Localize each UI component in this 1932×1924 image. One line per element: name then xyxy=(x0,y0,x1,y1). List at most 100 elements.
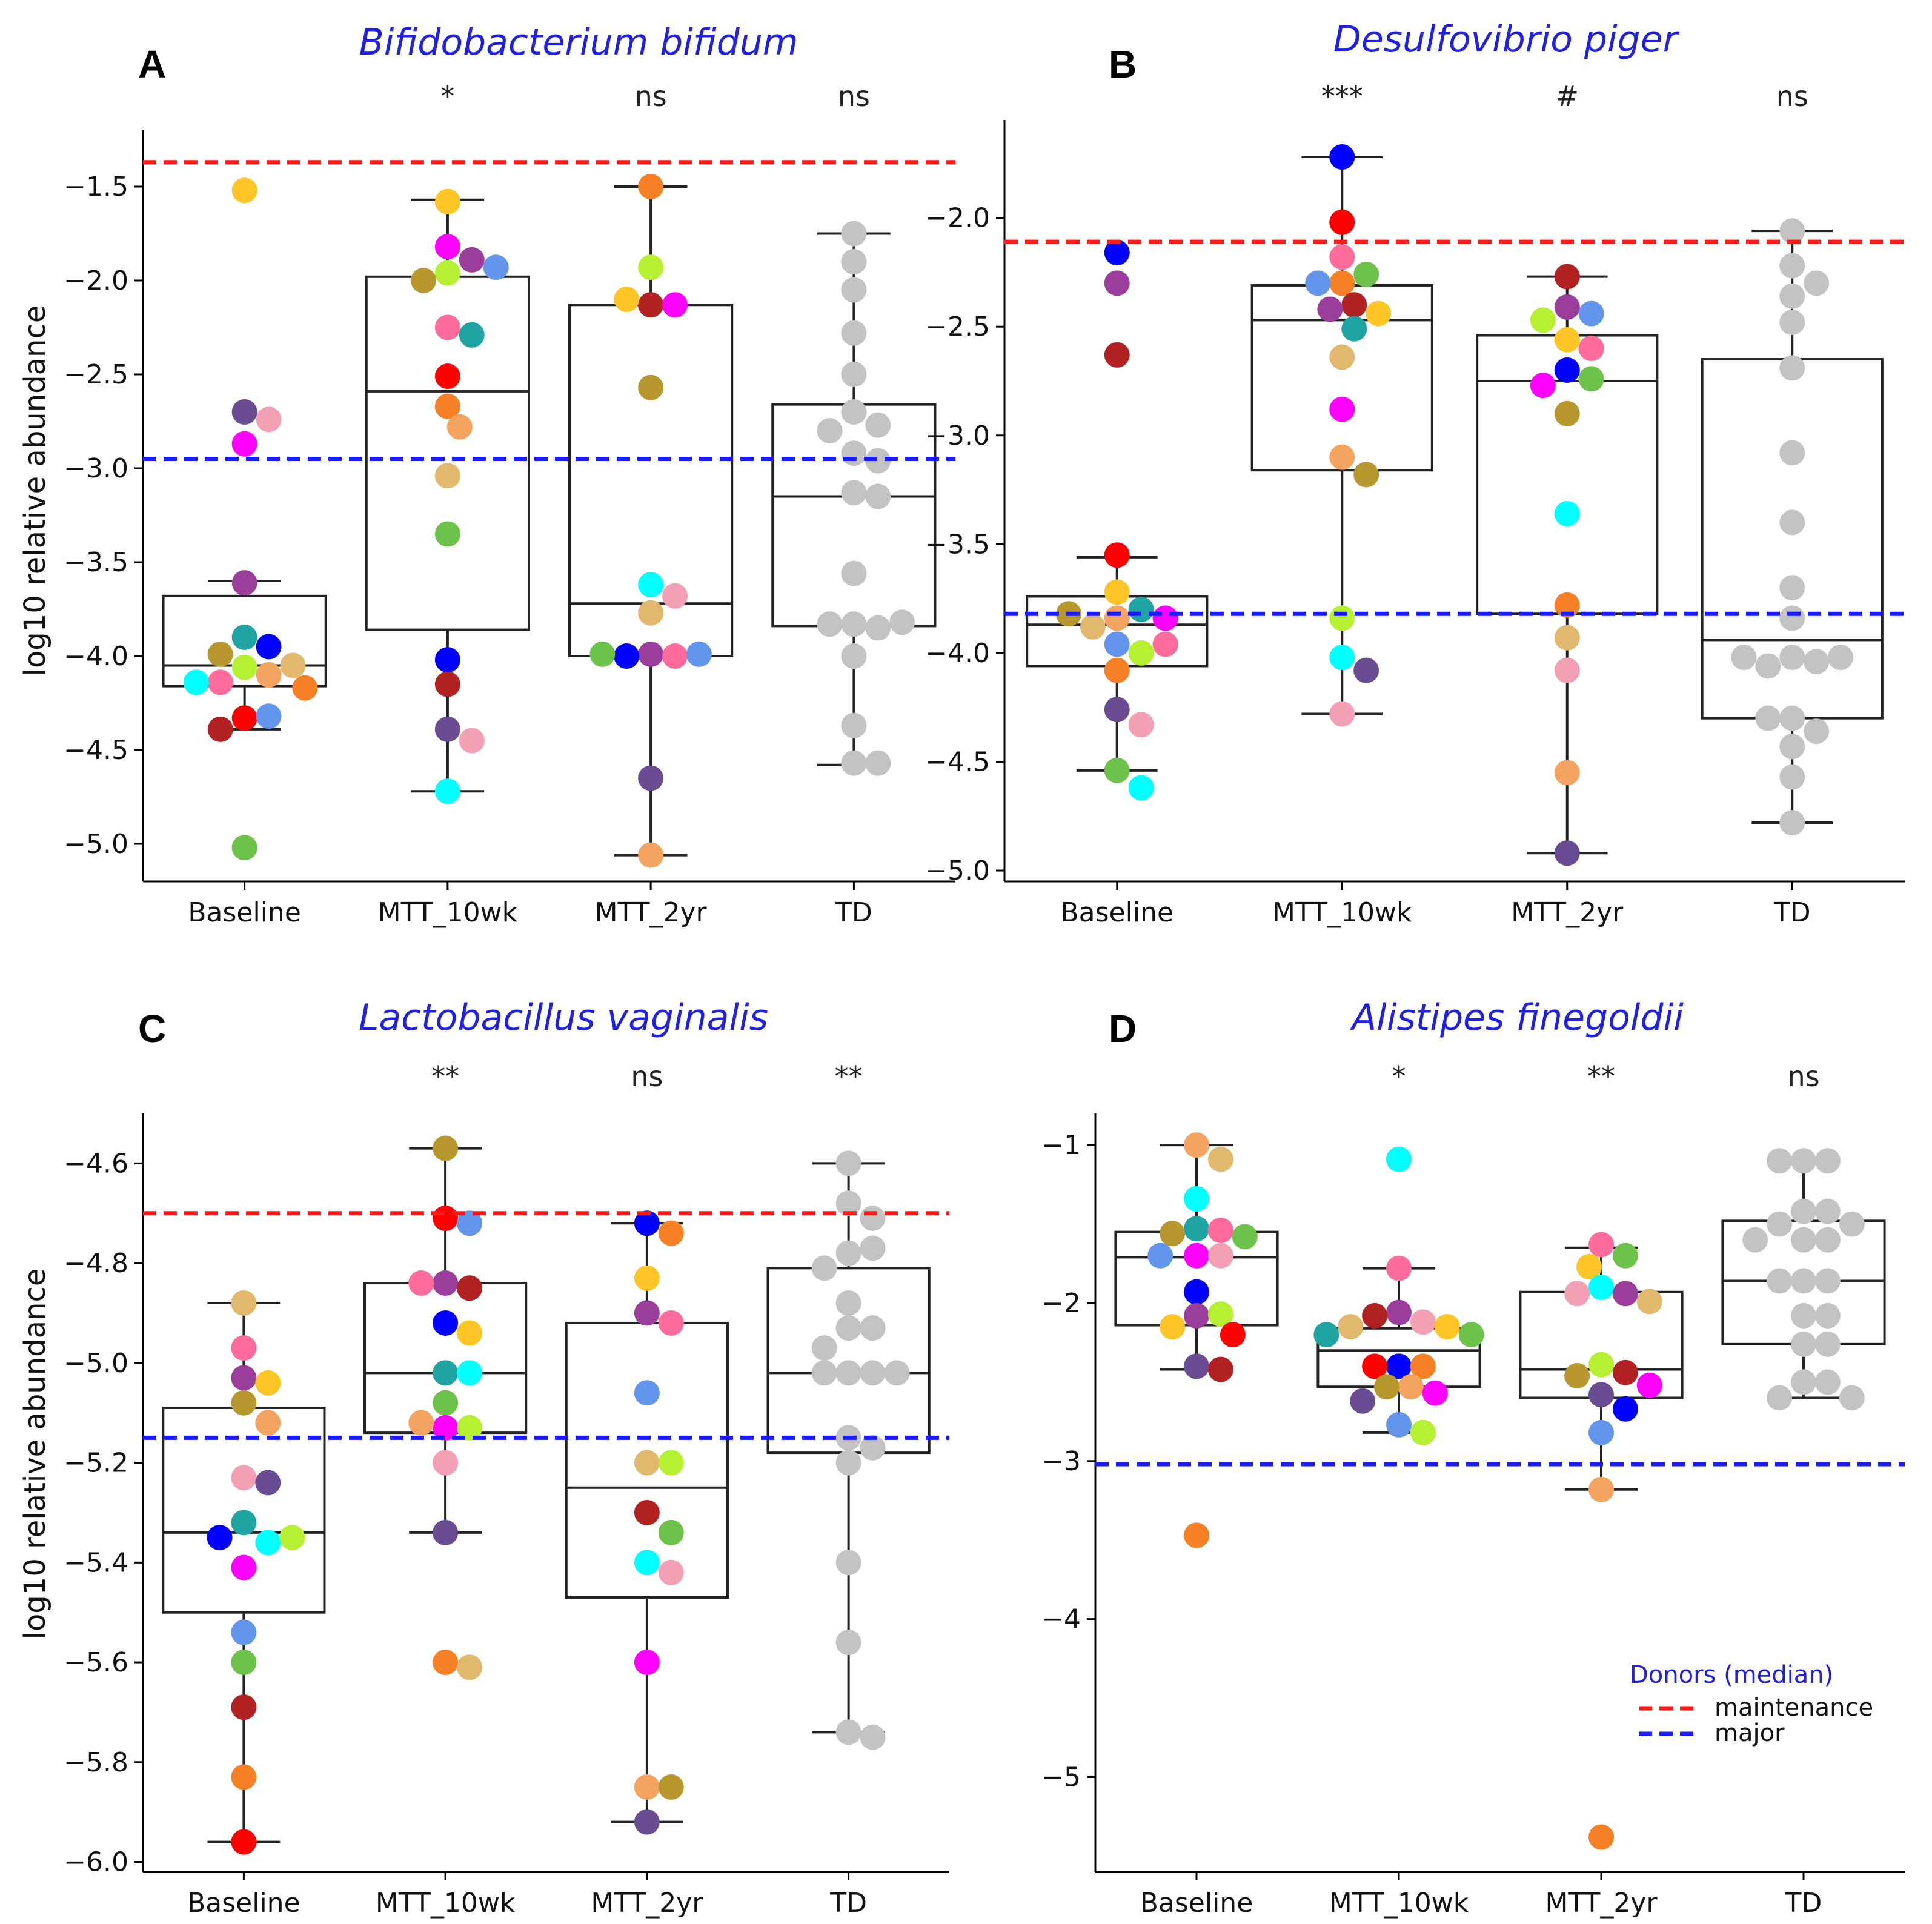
panel-b-data-point-mtt-10wk xyxy=(1329,444,1355,470)
panel-b-data-point-td xyxy=(1779,645,1805,671)
panel-c: C Lactobacillus vaginalis log10 relative… xyxy=(18,997,949,1919)
panel-a-data-point-td xyxy=(841,440,867,466)
panel-a-data-point-mtt-2yr xyxy=(614,287,640,312)
panel-d-data-point-baseline xyxy=(1147,1242,1173,1269)
panel-a-data-point-mtt-2yr xyxy=(638,842,664,868)
panel-c-data-point-td xyxy=(860,1435,886,1461)
panel-d-data-point-baseline xyxy=(1207,1301,1233,1327)
panel-a-x-tick-label-mtt-10wk: MTT_10wk xyxy=(378,897,518,928)
panel-c-data-point-td xyxy=(835,1360,861,1386)
panel-c-data-point-td xyxy=(860,1235,886,1261)
panel-b-data-point-mtt-10wk xyxy=(1353,261,1379,287)
panel-b-x-tick-label-baseline: Baseline xyxy=(1060,897,1173,928)
panel-a-x-tick-label-baseline: Baseline xyxy=(188,897,301,928)
panel-d-data-point-mtt-2yr xyxy=(1564,1362,1590,1388)
panel-a-data-point-baseline xyxy=(256,662,282,688)
panel-b-data-point-baseline xyxy=(1104,757,1130,783)
panel-b: B Desulfovibrio piger −2.0 −2.5 −3.0 −3.5 −4… xyxy=(925,18,1905,928)
panel-d-data-point-baseline xyxy=(1207,1146,1233,1172)
panel-a-data-point-mtt-10wk xyxy=(434,716,460,742)
panel-a: A Bifidobacterium bifidum log10 relative… xyxy=(18,21,955,928)
panel-a-data-point-mtt-10wk xyxy=(434,463,460,489)
panel-b-data-point-td xyxy=(1779,310,1805,336)
panel-c-data-point-mtt-10wk xyxy=(433,1415,459,1441)
panel-a-data-point-mtt-2yr xyxy=(614,643,640,669)
panel-c-significance-mtt-10wk: ** xyxy=(431,1060,459,1093)
panel-a-data-point-mtt-10wk xyxy=(446,414,473,440)
panel-b-data-point-mtt-2yr xyxy=(1554,400,1580,426)
panel-d-data-point-mtt-2yr xyxy=(1588,1419,1614,1445)
panel-a-y-tick-label: −4.5 xyxy=(64,735,128,766)
panel-a-data-point-td xyxy=(841,249,867,274)
panel-a-data-point-baseline xyxy=(231,177,257,204)
panel-a-data-point-mtt-10wk xyxy=(459,322,485,348)
panel-c-data-point-mtt-2yr xyxy=(634,1809,660,1835)
legend: Donors (median) maintenance major xyxy=(1630,1661,1873,1747)
panel-a-data-point-td xyxy=(841,399,867,425)
panel-b-data-point-mtt-10wk xyxy=(1329,144,1355,170)
panel-b-data-point-mtt-2yr xyxy=(1578,366,1604,392)
panel-b-data-point-mtt-2yr xyxy=(1554,264,1580,290)
panel-b-data-point-mtt-10wk xyxy=(1341,316,1367,342)
panel-d-data-point-mtt-10wk xyxy=(1386,1299,1412,1325)
panel-b-data-point-baseline xyxy=(1128,775,1154,801)
panel-d-data-point-td xyxy=(1791,1369,1816,1395)
panel-b-data-point-mtt-10wk xyxy=(1329,209,1355,235)
panel-c-data-point-baseline xyxy=(231,1465,257,1491)
panel-a-data-point-baseline xyxy=(207,641,233,667)
panel-c-data-point-mtt-2yr xyxy=(634,1300,660,1326)
panel-b-x-tick-label-td: TD xyxy=(1773,897,1811,928)
legend-title: Donors (median) xyxy=(1630,1661,1833,1689)
panel-a-data-point-mtt-2yr xyxy=(638,572,664,598)
panel-d-letter: D xyxy=(1109,1007,1137,1050)
panel-b-data-point-mtt-10wk xyxy=(1329,645,1355,671)
panel-d-data-point-mtt-2yr xyxy=(1612,1281,1638,1307)
panel-b-y-tick-label: −5.0 xyxy=(925,855,990,886)
panel-c-data-point-baseline xyxy=(231,1554,257,1581)
panel-a-data-point-baseline xyxy=(183,669,209,695)
panel-c-letter: C xyxy=(138,1007,166,1050)
panel-d-data-point-baseline xyxy=(1207,1218,1233,1244)
panel-d-significance-mtt-2yr: ** xyxy=(1587,1060,1615,1093)
panel-d-data-point-mtt-2yr xyxy=(1576,1254,1602,1280)
panel-a-y-tick-label: −3.0 xyxy=(64,453,128,484)
panel-d-data-point-baseline xyxy=(1184,1216,1209,1242)
panel-a-data-point-mtt-2yr xyxy=(662,292,688,318)
panel-d: D Alistipes finegoldii −1 −2 −3 −4 −5 Baselin… xyxy=(1041,997,1905,1919)
panel-b-data-point-baseline xyxy=(1104,240,1130,266)
panel-a-y-tick-label: −4.0 xyxy=(64,641,128,672)
panel-b-data-point-mtt-2yr xyxy=(1578,336,1604,362)
panel-c-data-point-baseline xyxy=(231,1619,257,1645)
panel-d-data-point-td xyxy=(1791,1268,1816,1294)
panel-b-data-point-td xyxy=(1779,605,1805,631)
panel-d-data-point-mtt-2yr xyxy=(1612,1396,1638,1422)
panel-c-data-point-td xyxy=(884,1360,910,1386)
panel-c-data-point-td xyxy=(835,1150,861,1176)
panel-b-x-tick-label-mtt-2yr: MTT_2yr xyxy=(1511,897,1624,928)
panel-b-data-point-baseline xyxy=(1128,640,1154,666)
panel-b-y-tick-label: −2.5 xyxy=(925,311,990,342)
panel-c-y-axis-label: log10 relative abundance xyxy=(18,1269,52,1640)
panel-b-y-tick-label: −2.0 xyxy=(925,203,990,234)
panel-d-data-point-mtt-10wk xyxy=(1398,1374,1424,1400)
panel-d-y-tick-label: −3 xyxy=(1041,1446,1081,1477)
panel-d-data-point-td xyxy=(1814,1148,1841,1174)
panel-c-data-point-mtt-10wk xyxy=(433,1360,459,1386)
panel-a-data-point-td xyxy=(865,412,891,438)
panel-a-data-point-mtt-10wk xyxy=(434,363,460,390)
panel-c-data-point-td xyxy=(835,1190,861,1216)
panel-c-data-point-mtt-2yr xyxy=(634,1265,660,1291)
panel-a-data-point-mtt-2yr xyxy=(638,765,664,791)
panel-a-data-point-mtt-2yr xyxy=(638,254,664,280)
panel-b-data-point-td xyxy=(1731,645,1757,671)
panel-a-data-point-baseline xyxy=(292,675,318,701)
panel-a-data-point-mtt-2yr xyxy=(638,641,664,667)
panel-c-data-point-baseline xyxy=(231,1390,257,1416)
panel-b-data-point-td xyxy=(1779,283,1805,309)
panel-d-data-point-mtt-10wk xyxy=(1313,1322,1339,1348)
panel-c-data-point-td xyxy=(811,1335,837,1361)
panel-b-data-point-mtt-10wk xyxy=(1353,462,1379,488)
panel-c-y-tick-label: −5.4 xyxy=(64,1547,128,1578)
panel-a-data-point-baseline xyxy=(231,835,257,861)
panel-d-data-point-td xyxy=(1814,1331,1841,1357)
